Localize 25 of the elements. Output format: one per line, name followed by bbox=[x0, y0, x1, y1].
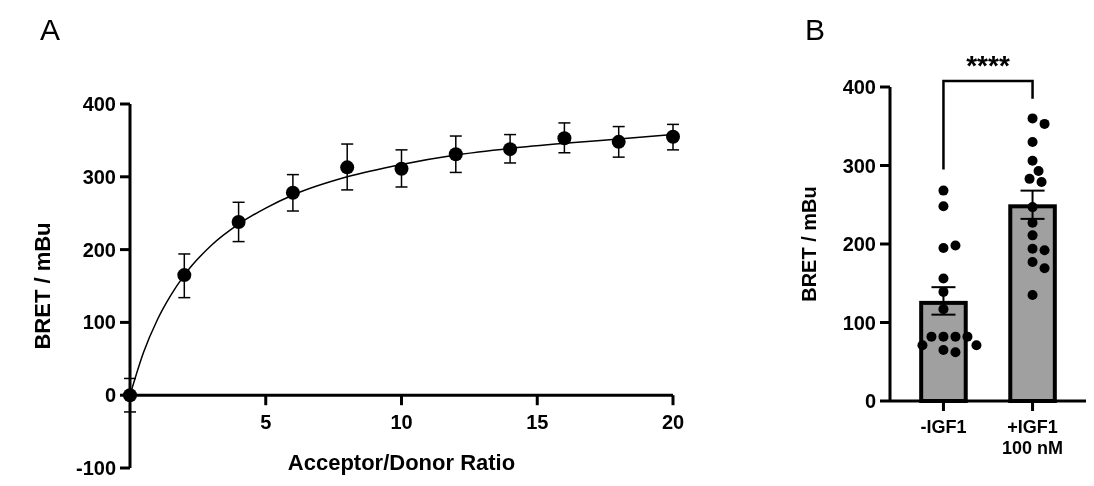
x-tick-label: +IGF1 100 nM bbox=[1002, 417, 1064, 458]
chart-title: B bbox=[805, 13, 826, 46]
text: **** bbox=[966, 50, 1010, 81]
x-tick-label: 10 bbox=[390, 411, 413, 434]
y-tick-label: 300 bbox=[842, 154, 876, 177]
y-tick-label: 300 bbox=[82, 165, 116, 188]
x-tick-label: 15 bbox=[526, 411, 549, 434]
y-tick-label: 200 bbox=[82, 238, 116, 261]
y-tick-label: 100 bbox=[82, 311, 116, 334]
x-tick-label: -IGF1 bbox=[920, 417, 967, 437]
y-tick-label: 400 bbox=[82, 93, 116, 115]
point bbox=[666, 129, 680, 144]
y-tick-label: 400 bbox=[842, 76, 876, 98]
y-tick-label: 200 bbox=[842, 233, 876, 255]
point bbox=[340, 160, 355, 175]
x-axis-title: Acceptor/Donor Ratio bbox=[287, 450, 516, 475]
x-tick-label: 20 bbox=[661, 411, 685, 434]
chart-title: A bbox=[40, 13, 61, 46]
y-tick-label: 0 bbox=[864, 390, 876, 412]
y-axis-title: BRET / mBu bbox=[798, 186, 820, 302]
y-tick-label: -100 bbox=[75, 457, 116, 479]
y-axis-title: BRET / mBu bbox=[30, 222, 55, 350]
x-tick-label: 5 bbox=[260, 411, 272, 434]
y-tick-label: 100 bbox=[842, 311, 876, 334]
y-tick-label: 0 bbox=[104, 384, 116, 407]
